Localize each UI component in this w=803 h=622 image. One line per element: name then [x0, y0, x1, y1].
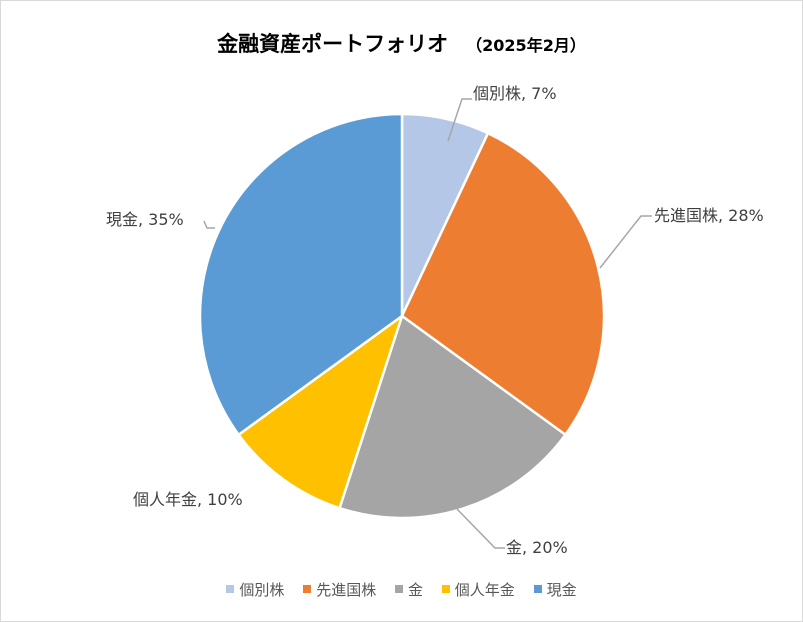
data-label-senshinkoku: 先進国株, 28% [654, 206, 764, 225]
pie-slice-1 [400, 131, 606, 437]
leader-lines [203, 98, 652, 549]
legend-item-senshinkoku: 先進国株 [303, 579, 376, 600]
legend-label: 先進国株 [316, 581, 377, 599]
data-label-gold: 金, 20% [506, 538, 568, 557]
legend-swatch-kojin-nenkin [441, 584, 450, 593]
pie-slice-4 [198, 112, 404, 437]
chart-title: 金融資産ポートフォリオ （2025年2月） [0, 28, 803, 58]
data-label-kobetsu: 個別株, 7% [473, 84, 557, 103]
legend-item-genkin: 現金 [533, 579, 577, 600]
data-label-genkin: 現金, 35% [106, 210, 184, 229]
legend-label: 金 [407, 581, 423, 599]
legend-swatch-genkin [533, 584, 542, 593]
legend-label: 個別株 [239, 581, 285, 599]
pie-slices [198, 112, 606, 520]
data-label-kojin-nenkin: 個人年金, 10% [133, 490, 243, 509]
legend-label: 現金 [546, 581, 577, 599]
title-subtitle: （2025年2月） [466, 36, 586, 55]
legend-item-gold: 金 [394, 579, 423, 600]
legend-item-kobetsu: 個別株 [226, 579, 284, 600]
pie-slice-2 [338, 313, 568, 520]
leader-line-gold [456, 508, 505, 549]
chart-legend: 個別株 先進国株 金 個人年金 現金 [0, 579, 803, 600]
leader-line-kobetsu [447, 98, 472, 142]
leader-line-genkin [203, 220, 215, 229]
legend-swatch-kobetsu [226, 584, 235, 593]
legend-item-kojin-nenkin: 個人年金 [441, 579, 515, 600]
legend-label: 個人年金 [454, 581, 515, 599]
title-main: 金融資産ポートフォリオ [217, 32, 449, 56]
pie-slice-3 [236, 312, 405, 510]
legend-swatch-gold [394, 584, 403, 593]
leader-line-senshinkoku [599, 215, 652, 269]
legend-swatch-senshinkoku [303, 584, 312, 593]
